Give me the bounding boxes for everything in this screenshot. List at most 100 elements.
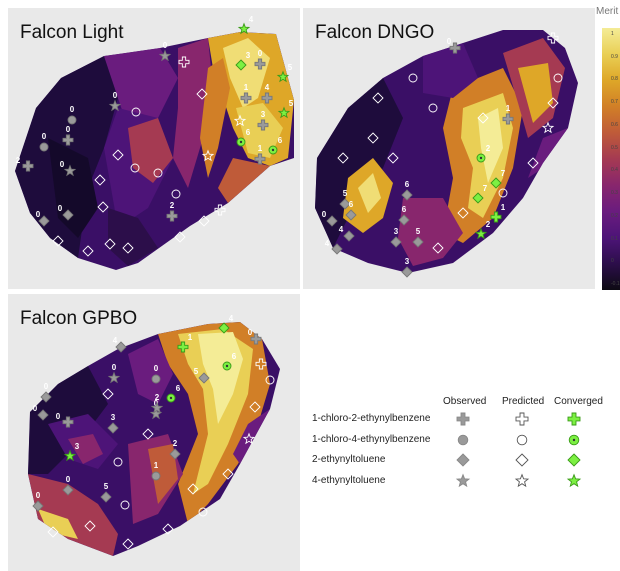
converged-marker-circle-dot <box>169 396 173 400</box>
converged-marker-star <box>277 106 291 119</box>
colorbar-tick: 0.3 <box>611 190 618 197</box>
predicted-marker <box>130 163 140 173</box>
point-label: 0 <box>44 382 49 391</box>
predicted-marker <box>102 388 114 400</box>
point-label: 3 <box>405 257 410 266</box>
observed-marker-star <box>150 401 164 414</box>
point-label: 2 <box>486 220 491 229</box>
legend-header-predicted: Predicted <box>502 396 545 407</box>
predicted-marker <box>120 500 130 510</box>
legend-label-1-chloro-2-ethynylbenzene: 1-chloro-2-ethynylbenzene <box>312 413 431 424</box>
point-label: 6 <box>349 200 354 209</box>
observed-marker-circle <box>67 115 77 125</box>
observed-marker-diamond <box>390 236 402 248</box>
predicted-marker <box>171 189 181 199</box>
colorbar-tick: 0 <box>611 258 614 265</box>
legend-converged-diamond-icon <box>567 453 581 467</box>
predicted-marker <box>457 207 469 219</box>
observed-marker-star <box>107 371 121 384</box>
observed-marker-cross <box>257 119 269 131</box>
point-label: 1 <box>188 333 193 342</box>
converged-marker-diamond <box>490 177 502 189</box>
predicted-marker <box>153 168 163 178</box>
observed-marker-star <box>158 49 172 62</box>
predicted-marker <box>196 88 208 100</box>
point-label: 7 <box>501 169 506 178</box>
predicted-marker <box>242 432 256 445</box>
legend-label-2-ethynyltoluene: 2-ethynyltoluene <box>312 454 386 465</box>
point-label: 0 <box>60 160 65 169</box>
point-label: 5 <box>288 63 293 72</box>
observed-marker-cross <box>62 416 74 428</box>
observed-marker-circle <box>151 374 161 384</box>
point-label: 0 <box>163 41 168 50</box>
observed-marker-cross <box>166 210 178 222</box>
point-label: 6 <box>278 136 283 145</box>
point-label: 0 <box>42 132 47 141</box>
converged-marker-circle-dot <box>239 140 243 144</box>
point-label: 0 <box>66 475 71 484</box>
observed-marker-cross <box>250 333 262 345</box>
predicted-marker <box>367 132 379 144</box>
point-label: 6 <box>232 352 237 361</box>
colorbar-tick: 0.5 <box>611 144 618 151</box>
observed-marker-diamond <box>398 214 410 226</box>
converged-marker-star <box>276 70 290 83</box>
observed-marker-diamond <box>107 422 119 434</box>
legend-observed-circle-icon <box>457 434 469 446</box>
observed-marker-star <box>63 164 77 177</box>
predicted-marker <box>432 242 444 254</box>
point-label: 0 <box>70 105 75 114</box>
predicted-marker <box>94 174 106 186</box>
observed-marker-cross <box>62 134 74 146</box>
observed-marker-diamond <box>62 484 74 496</box>
colorbar-tick: 0.1 <box>611 235 618 242</box>
predicted-marker <box>527 157 539 169</box>
colorbar-tick: 0.6 <box>611 121 618 128</box>
observed-marker-cross <box>240 92 252 104</box>
point-label: 4 <box>325 239 330 248</box>
observed-marker-circle <box>151 471 161 481</box>
point-label: 6 <box>246 128 251 137</box>
panel-title: Falcon GPBO <box>20 308 138 329</box>
observed-marker-diamond <box>32 500 44 512</box>
point-label: 1 <box>501 203 506 212</box>
legend-observed-cross-icon <box>456 412 470 426</box>
predicted-marker <box>187 483 199 495</box>
observed-marker-diamond <box>198 372 210 384</box>
observed-marker-cross <box>502 113 514 125</box>
converged-marker-diamond <box>218 322 230 334</box>
predicted-marker <box>122 242 134 254</box>
observed-marker-circle <box>39 142 49 152</box>
point-label: 1 <box>244 83 249 92</box>
observed-marker-cross <box>254 153 266 165</box>
point-label: 5 <box>416 227 421 236</box>
point-label: 4 <box>249 15 254 24</box>
predicted-marker <box>84 520 96 532</box>
converged-marker-circle-dot <box>479 156 483 160</box>
predicted-marker <box>198 215 210 227</box>
observed-marker-diamond <box>40 391 52 403</box>
colorbar-tick: 1 <box>611 31 614 37</box>
observed-marker-diamond <box>401 266 413 278</box>
legend-predicted-diamond-icon <box>515 453 529 467</box>
point-label: 2 <box>155 393 160 402</box>
observed-marker-cross <box>254 58 266 70</box>
point-label: 5 <box>104 482 109 491</box>
legend: Observed Predicted Converged 1-chloro-2-… <box>312 392 612 492</box>
point-label: 0 <box>33 404 38 413</box>
converged-marker-cross <box>177 341 189 353</box>
predicted-marker <box>214 204 226 216</box>
point-label: 0 <box>58 204 63 213</box>
predicted-marker <box>162 523 174 535</box>
point-label: 1 <box>506 104 511 113</box>
legend-converged-circle-icon-dot <box>572 438 576 442</box>
legend-label-4-ethynyltoluene: 4-ethynyltoluene <box>312 475 386 486</box>
colorbar-tick: -0.1 <box>611 281 620 287</box>
observed-marker-diamond <box>62 209 74 221</box>
